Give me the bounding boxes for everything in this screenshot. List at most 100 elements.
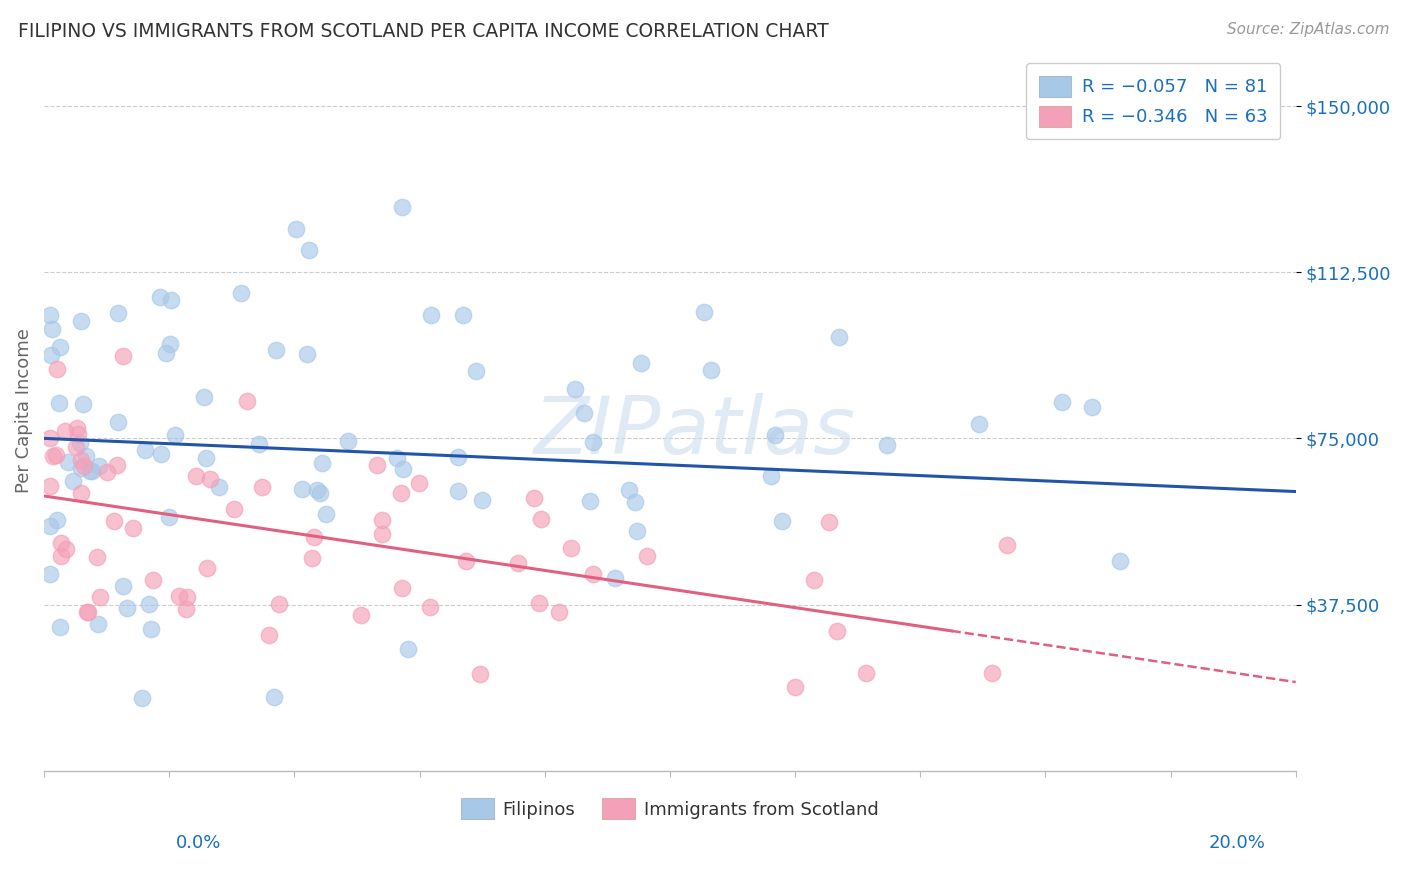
Point bbox=[267, 598, 290, 612]
Point bbox=[76, 605, 98, 619]
Point bbox=[370, 526, 392, 541]
Point bbox=[45, 448, 67, 462]
Point bbox=[408, 476, 430, 491]
Point bbox=[69, 453, 91, 467]
Text: 0.0%: 0.0% bbox=[176, 834, 221, 852]
Y-axis label: Per Capita Income: Per Capita Income bbox=[15, 328, 32, 493]
Point bbox=[350, 607, 373, 622]
Point bbox=[311, 456, 333, 470]
Point bbox=[548, 605, 571, 619]
Point bbox=[419, 600, 441, 615]
Point bbox=[107, 416, 129, 430]
Point bbox=[617, 483, 640, 498]
Point bbox=[76, 605, 98, 619]
Point bbox=[995, 538, 1018, 552]
Point bbox=[138, 598, 160, 612]
Text: Source: ZipAtlas.com: Source: ZipAtlas.com bbox=[1226, 22, 1389, 37]
Point bbox=[603, 571, 626, 585]
Point bbox=[122, 521, 145, 535]
Point bbox=[103, 514, 125, 528]
Point bbox=[235, 394, 257, 409]
Point bbox=[389, 486, 412, 500]
Point bbox=[560, 541, 582, 555]
Point bbox=[39, 567, 62, 582]
Point bbox=[295, 347, 318, 361]
Point bbox=[298, 243, 321, 257]
Point bbox=[624, 495, 647, 509]
Point bbox=[45, 513, 67, 527]
Point bbox=[803, 573, 825, 587]
Point bbox=[42, 450, 65, 464]
Point bbox=[523, 491, 546, 506]
Point bbox=[89, 590, 111, 604]
Point bbox=[86, 549, 108, 564]
Point bbox=[396, 642, 419, 657]
Point bbox=[80, 464, 103, 478]
Point bbox=[582, 435, 605, 450]
Point bbox=[193, 390, 215, 404]
Point bbox=[163, 427, 186, 442]
Point bbox=[195, 451, 218, 466]
Point bbox=[304, 530, 326, 544]
Point bbox=[336, 434, 359, 449]
Legend: Filipinos, Immigrants from Scotland: Filipinos, Immigrants from Scotland bbox=[454, 791, 886, 827]
Point bbox=[506, 556, 529, 570]
Point bbox=[419, 308, 441, 322]
Point bbox=[981, 666, 1004, 681]
Point bbox=[184, 469, 207, 483]
Point bbox=[66, 426, 89, 441]
Point bbox=[46, 362, 69, 376]
Point bbox=[630, 356, 652, 370]
Point bbox=[468, 667, 491, 681]
Point bbox=[105, 458, 128, 473]
Point bbox=[39, 348, 62, 362]
Point bbox=[308, 485, 330, 500]
Point bbox=[48, 396, 70, 410]
Point bbox=[70, 461, 93, 475]
Point bbox=[62, 474, 84, 488]
Text: FILIPINO VS IMMIGRANTS FROM SCOTLAND PER CAPITA INCOME CORRELATION CHART: FILIPINO VS IMMIGRANTS FROM SCOTLAND PER… bbox=[18, 22, 830, 41]
Point bbox=[49, 620, 72, 634]
Point bbox=[855, 666, 877, 681]
Point bbox=[39, 431, 62, 445]
Point bbox=[176, 590, 198, 604]
Point bbox=[115, 600, 138, 615]
Point bbox=[134, 442, 156, 457]
Point bbox=[582, 566, 605, 581]
Point bbox=[266, 343, 288, 357]
Point bbox=[817, 515, 839, 529]
Point bbox=[783, 681, 806, 695]
Point bbox=[66, 421, 89, 435]
Point bbox=[39, 308, 62, 322]
Point bbox=[579, 494, 602, 508]
Point bbox=[208, 481, 231, 495]
Point bbox=[263, 690, 285, 704]
Point bbox=[447, 450, 470, 464]
Point bbox=[464, 364, 486, 378]
Point bbox=[447, 484, 470, 499]
Point bbox=[79, 464, 101, 478]
Point bbox=[41, 322, 63, 336]
Point bbox=[69, 436, 91, 450]
Point bbox=[39, 479, 62, 493]
Point bbox=[174, 602, 197, 616]
Point bbox=[564, 382, 586, 396]
Point bbox=[530, 512, 553, 526]
Point bbox=[73, 459, 96, 474]
Point bbox=[96, 465, 118, 479]
Point bbox=[285, 222, 308, 236]
Point bbox=[636, 549, 658, 563]
Point bbox=[451, 308, 474, 322]
Point bbox=[391, 201, 413, 215]
Point bbox=[291, 482, 314, 496]
Point bbox=[159, 336, 181, 351]
Point bbox=[385, 450, 408, 465]
Point bbox=[131, 690, 153, 705]
Point bbox=[139, 623, 162, 637]
Text: 20.0%: 20.0% bbox=[1209, 834, 1265, 852]
Point bbox=[763, 428, 786, 442]
Point bbox=[229, 286, 252, 301]
Point bbox=[69, 486, 91, 500]
Point bbox=[58, 455, 80, 469]
Point bbox=[55, 542, 77, 557]
